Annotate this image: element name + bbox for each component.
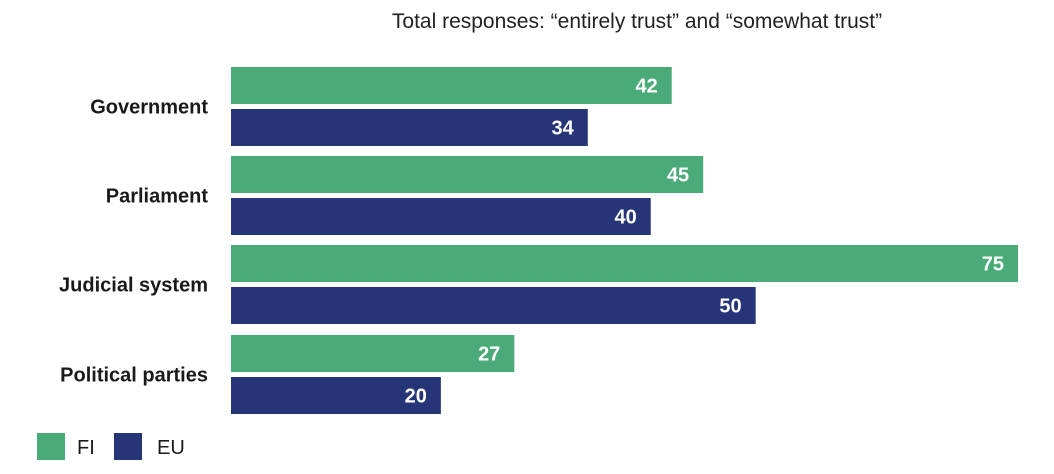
data-label-fi-political-parties: 27 xyxy=(478,344,500,366)
data-label-eu-government: 34 xyxy=(552,118,575,140)
data-label-fi-government: 42 xyxy=(635,76,657,98)
category-label-political-parties: Political parties xyxy=(60,365,208,387)
data-label-fi-judicial-system: 75 xyxy=(982,254,1004,276)
legend-label-eu: EU xyxy=(157,437,185,459)
chart-title: Total responses: “entirely trust” and “s… xyxy=(392,10,882,33)
legend-label-fi: FI xyxy=(77,437,95,459)
bar-fi-political-parties xyxy=(231,335,515,372)
bar-eu-political-parties xyxy=(231,377,441,414)
bar-eu-judicial-system xyxy=(231,287,756,324)
bar-eu-parliament xyxy=(231,198,651,235)
data-label-eu-parliament: 40 xyxy=(614,207,636,229)
data-label-eu-political-parties: 20 xyxy=(405,386,427,408)
category-label-government: Government xyxy=(90,97,208,119)
bar-eu-government xyxy=(231,109,588,146)
legend: FI EU xyxy=(37,433,185,460)
data-label-eu-judicial-system: 50 xyxy=(719,296,741,318)
bar-fi-judicial-system xyxy=(231,245,1018,282)
legend-swatch-fi xyxy=(37,433,65,460)
bar-fi-parliament xyxy=(231,156,704,193)
category-label-judicial-system: Judicial system xyxy=(59,275,208,297)
category-labels: Government Parliament Judicial system Polit… xyxy=(59,97,208,387)
bar-fi-government xyxy=(231,67,672,104)
legend-swatch-eu xyxy=(114,433,142,460)
bars-layer: 42 34 45 40 75 50 27 20 xyxy=(231,67,1018,414)
category-label-parliament: Parliament xyxy=(106,186,209,208)
data-label-fi-parliament: 45 xyxy=(667,165,689,187)
